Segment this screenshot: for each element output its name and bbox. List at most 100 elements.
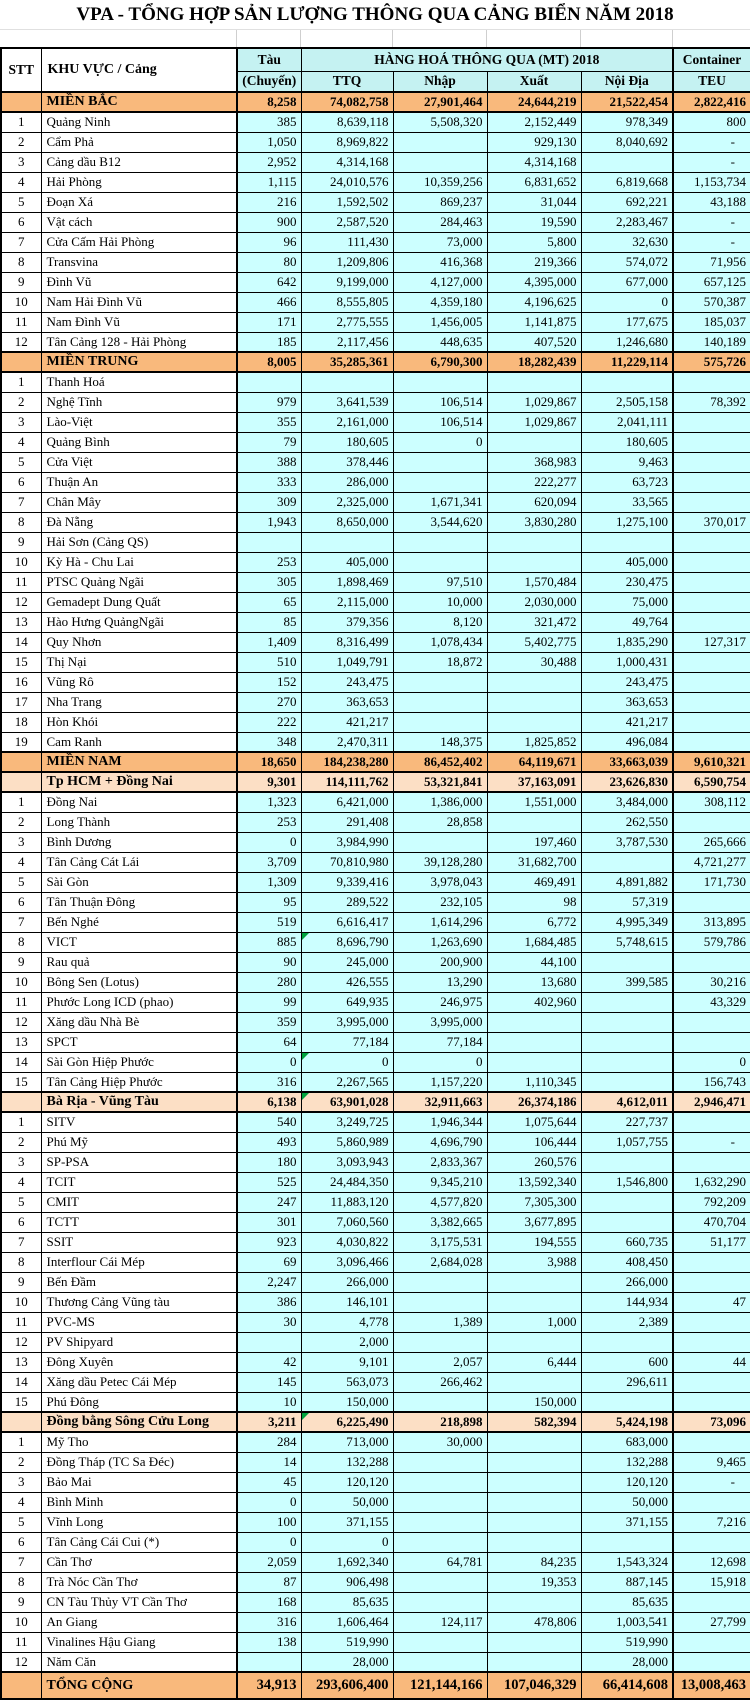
ttq-cell[interactable]: 4,314,168 [300,151,394,173]
teu-cell[interactable]: 43,329 [672,991,750,1013]
teu-cell[interactable] [672,811,750,833]
ttq-cell[interactable]: 2,470,311 [300,731,394,753]
nhap-cell[interactable]: 77,184 [392,1031,488,1053]
header-cargo-group[interactable]: HÀNG HOÁ THÔNG QUA (MT) 2018 [300,47,674,72]
tau-cell[interactable]: 171 [236,311,302,333]
port-name-cell[interactable]: Mỹ Tho [40,1431,238,1453]
noi_dia-cell[interactable]: 266,000 [580,1271,674,1293]
tau-cell[interactable]: 96 [236,231,302,253]
tau-cell[interactable]: 138 [236,1631,302,1653]
ttq-cell[interactable]: 1,049,791 [300,651,394,673]
xuat-cell[interactable]: 620,094 [486,491,582,513]
noi_dia-cell[interactable] [580,1071,674,1093]
noi_dia-cell[interactable]: 363,653 [580,691,674,713]
nhap-cell[interactable]: 1,157,220 [392,1071,488,1093]
teu-cell[interactable]: 575,726 [672,351,750,373]
nhap-cell[interactable]: 448,635 [392,331,488,353]
tau-cell[interactable]: 1,323 [236,791,302,813]
xuat-cell[interactable]: 219,366 [486,251,582,273]
ttq-cell[interactable]: 266,000 [300,1271,394,1293]
tau-cell[interactable]: 525 [236,1171,302,1193]
teu-cell[interactable]: 313,895 [672,911,750,933]
port-name-cell[interactable]: Phú Đông [40,1391,238,1413]
stt-cell[interactable]: 1 [0,111,42,133]
nhap-cell[interactable] [392,151,488,173]
stt-cell[interactable] [0,1671,42,1700]
xuat-cell[interactable]: 1,029,867 [486,411,582,433]
teu-cell[interactable]: 792,209 [672,1191,750,1213]
port-name-cell[interactable]: Vĩnh Long [40,1511,238,1533]
header-nhap[interactable]: Nhập [392,70,488,93]
noi_dia-cell[interactable]: 2,283,467 [580,211,674,233]
nhap-cell[interactable] [392,671,488,693]
xuat-cell[interactable]: 30,488 [486,651,582,673]
nhap-cell[interactable] [392,1291,488,1313]
port-name-cell[interactable]: Cửa Việt [40,451,238,473]
nhap-cell[interactable]: 121,144,166 [392,1671,488,1700]
teu-cell[interactable]: 0 [672,1051,750,1073]
port-name-cell[interactable]: Hải Phòng [40,171,238,193]
tau-cell[interactable]: 305 [236,571,302,593]
noi_dia-cell[interactable]: 85,635 [580,1591,674,1613]
xuat-cell[interactable] [486,551,582,573]
ttq-cell[interactable]: 2,117,456 [300,331,394,353]
port-name-cell[interactable]: Vật cách [40,211,238,233]
tau-cell[interactable] [236,1331,302,1353]
tau-cell[interactable]: 95 [236,891,302,913]
nhap-cell[interactable]: 3,978,043 [392,871,488,893]
noi_dia-cell[interactable] [580,1151,674,1173]
nhap-cell[interactable]: 4,577,820 [392,1191,488,1213]
teu-cell[interactable]: 71,956 [672,251,750,273]
stt-cell[interactable]: 9 [0,531,42,553]
nhap-cell[interactable] [392,531,488,553]
nhap-cell[interactable]: 1,614,296 [392,911,488,933]
teu-cell[interactable] [672,1151,750,1173]
noi_dia-cell[interactable] [580,1391,674,1413]
stt-cell[interactable]: 11 [0,311,42,333]
stt-cell[interactable]: 4 [0,1171,42,1193]
ttq-cell[interactable]: 405,000 [300,551,394,573]
ttq-cell[interactable]: 1,606,464 [300,1611,394,1633]
noi_dia-cell[interactable]: 3,484,000 [580,791,674,813]
nhap-cell[interactable]: 6,790,300 [392,351,488,373]
noi_dia-cell[interactable]: 262,550 [580,811,674,833]
teu-cell[interactable]: 265,666 [672,831,750,853]
port-name-cell[interactable]: Nam Đình Vũ [40,311,238,333]
nhap-cell[interactable]: 266,462 [392,1371,488,1393]
nhap-cell[interactable]: 2,057 [392,1351,488,1373]
header-ship-unit[interactable]: (Chuyến) [236,70,302,93]
xuat-cell[interactable]: 222,277 [486,471,582,493]
xuat-cell[interactable]: 2,152,449 [486,111,582,133]
xuat-cell[interactable] [486,1011,582,1033]
stt-cell[interactable]: 6 [0,891,42,913]
noi_dia-cell[interactable]: 8,040,692 [580,131,674,153]
stt-cell[interactable]: 1 [0,1111,42,1133]
ttq-cell[interactable]: 291,408 [300,811,394,833]
port-name-cell[interactable]: CN Tàu Thủy VT Cần Thơ [40,1591,238,1613]
nhap-cell[interactable] [392,1271,488,1293]
port-name-cell[interactable]: Thương Cảng Vũng tàu [40,1291,238,1313]
port-name-cell[interactable]: TCIT [40,1171,238,1193]
stt-cell[interactable]: 10 [0,971,42,993]
stt-cell[interactable]: 12 [0,1011,42,1033]
nhap-cell[interactable]: 1,389 [392,1311,488,1333]
ttq-cell[interactable]: 28,000 [300,1651,394,1673]
stt-cell[interactable]: 8 [0,931,42,953]
teu-cell[interactable] [672,411,750,433]
tau-cell[interactable]: 301 [236,1211,302,1233]
tau-cell[interactable]: 359 [236,1011,302,1033]
xuat-cell[interactable]: 1,075,644 [486,1111,582,1133]
tau-cell[interactable]: 0 [236,1051,302,1073]
xuat-cell[interactable]: 6,772 [486,911,582,933]
ttq-cell[interactable]: 6,616,417 [300,911,394,933]
ttq-cell[interactable]: 9,199,000 [300,271,394,293]
noi_dia-cell[interactable]: 33,663,039 [580,751,674,773]
ttq-cell[interactable] [300,531,394,553]
teu-cell[interactable] [672,651,750,673]
port-name-cell[interactable]: Interflour Cái Mép [40,1251,238,1273]
xuat-cell[interactable]: 2,030,000 [486,591,582,613]
teu-cell[interactable]: 13,008,463 [672,1671,750,1700]
xuat-cell[interactable] [486,671,582,693]
nhap-cell[interactable] [392,691,488,713]
ttq-cell[interactable]: 0 [300,1531,394,1553]
